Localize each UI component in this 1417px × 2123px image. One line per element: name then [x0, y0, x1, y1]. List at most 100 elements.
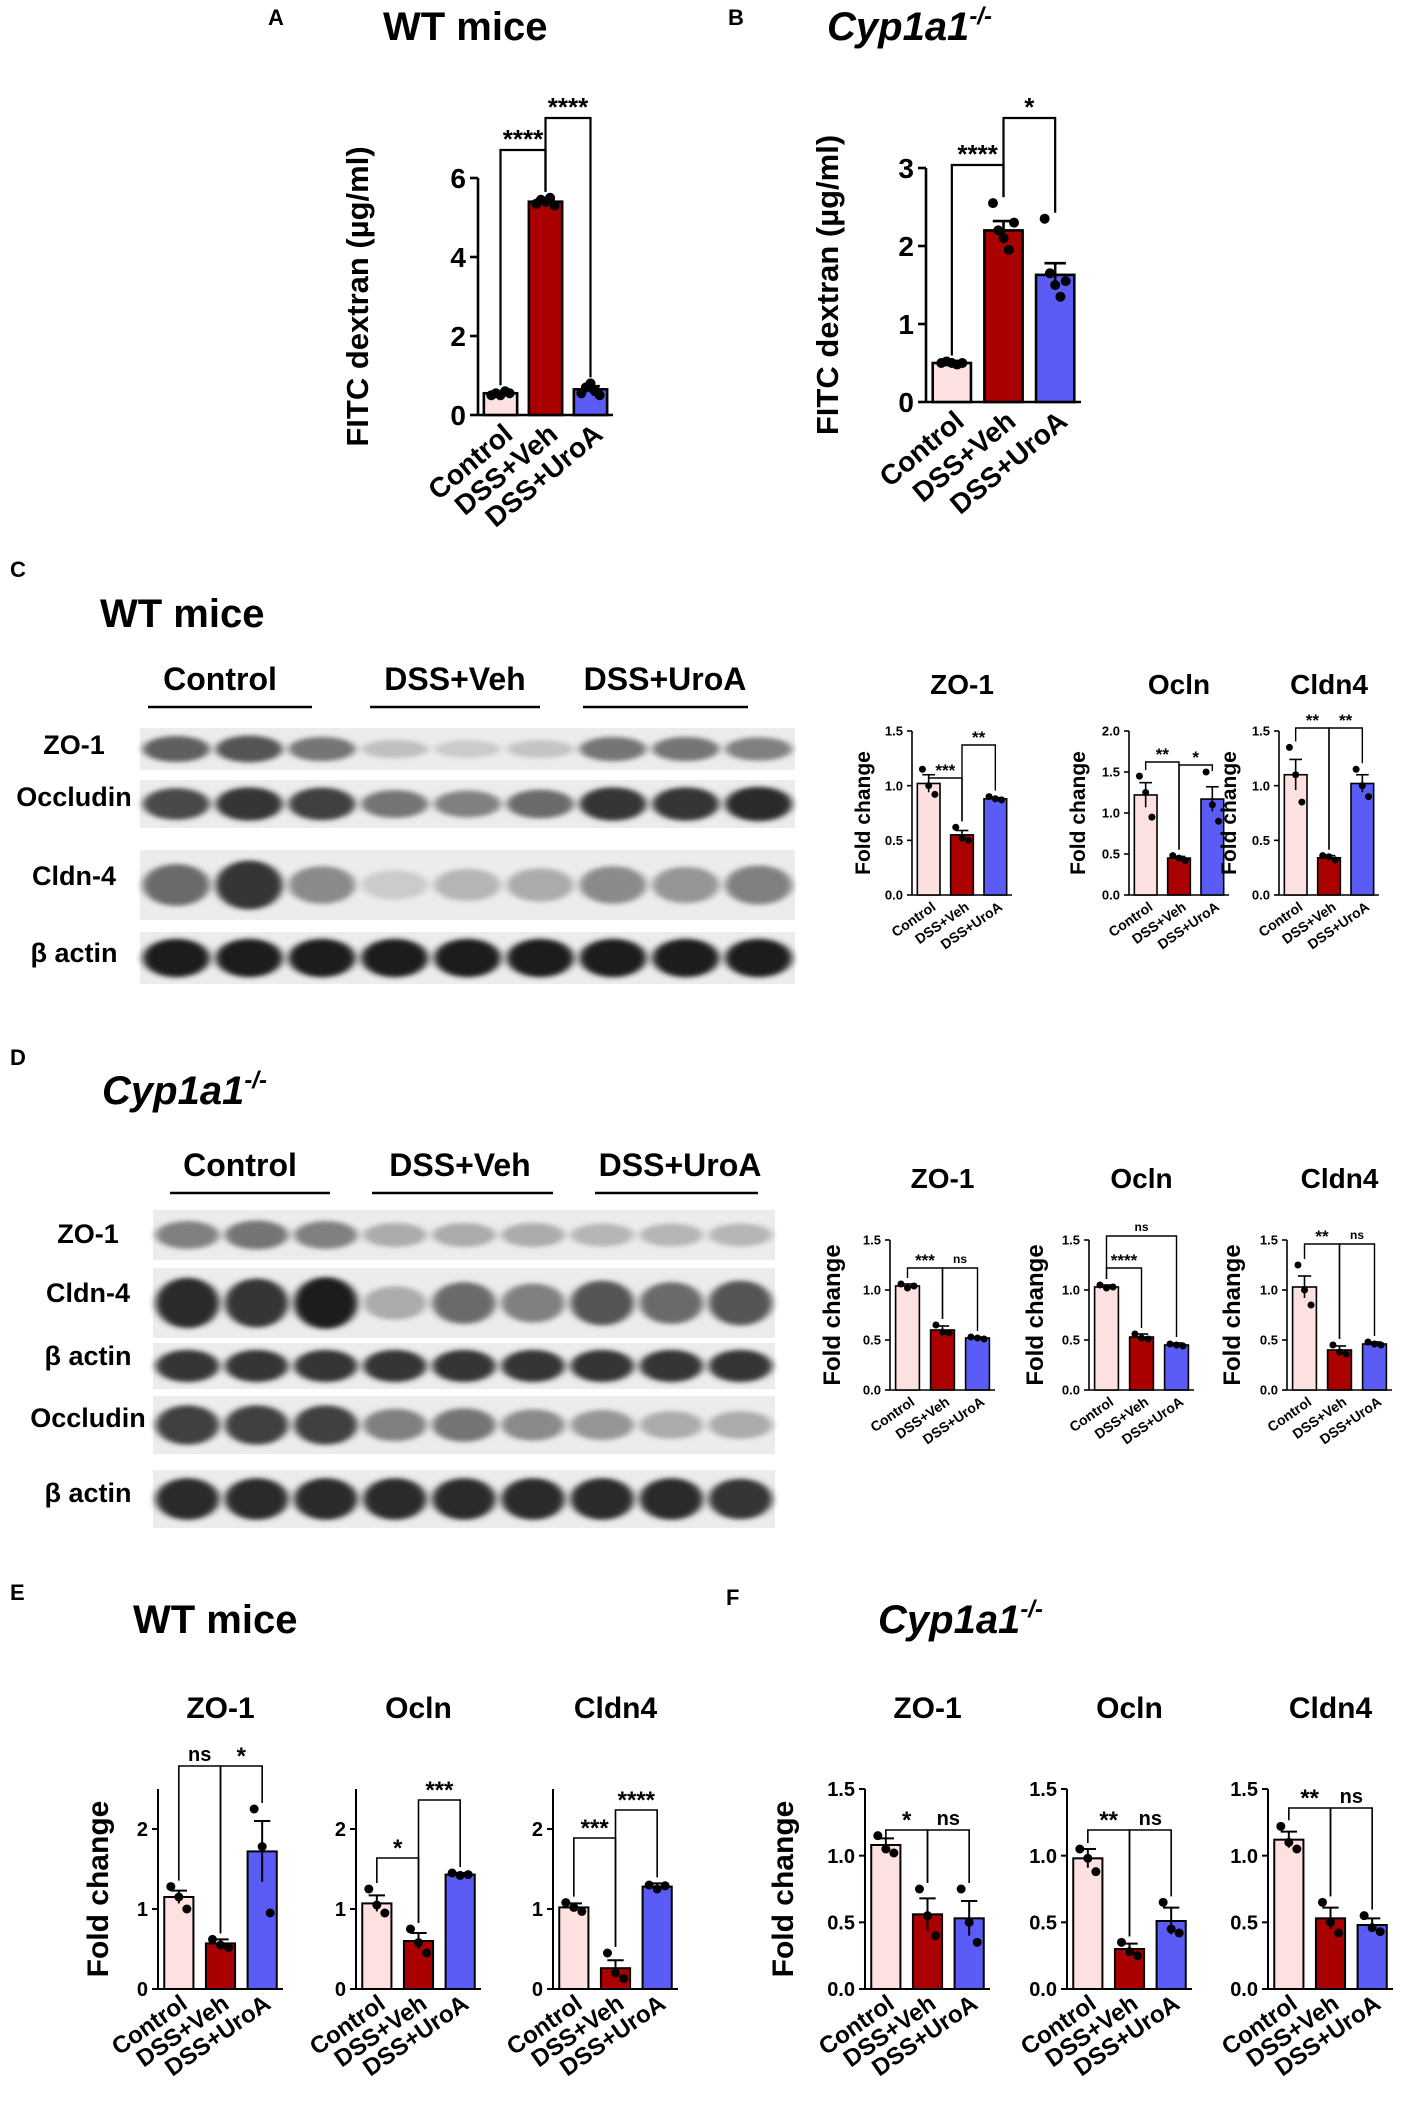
y-tick-label: 1.0 [1102, 806, 1120, 821]
bar-DSS+UroA [1361, 1343, 1388, 1391]
panel-title-superscript: -/- [244, 1067, 267, 1094]
significance-label: ns [1139, 1808, 1162, 1830]
data-point [1331, 856, 1339, 864]
blot-band [579, 938, 647, 978]
blot-band-label-Occludin: Occludin [16, 782, 132, 812]
blot-group-label-Control: Control [163, 661, 277, 697]
data-point [1060, 276, 1071, 287]
blot-band [215, 938, 283, 978]
bar-Control [1072, 1857, 1104, 1991]
chart-title: Cldn4 [1301, 1163, 1379, 1194]
blot-band [224, 1478, 289, 1520]
y-axis-label: Fold change [767, 1801, 800, 1978]
data-point [1319, 852, 1327, 860]
data-point [931, 790, 939, 798]
y-axis-label: FITC dextran (µg/ml) [340, 146, 375, 446]
y-tick-label: 0.5 [863, 1333, 881, 1348]
panel-title-superscript: -/- [1020, 1596, 1043, 1623]
data-point [1215, 817, 1223, 825]
significance-label: **** [503, 124, 544, 154]
data-point [1050, 280, 1061, 290]
data-point [1336, 1348, 1343, 1356]
data-point [1142, 789, 1150, 796]
blot-band [361, 790, 429, 818]
data-point [945, 1329, 953, 1337]
data-point [1179, 1342, 1187, 1350]
panel-letter-D: D [10, 1045, 26, 1070]
data-point [1364, 1338, 1372, 1346]
blot-band [570, 1223, 635, 1247]
y-tick-label: 1 [532, 1899, 543, 1921]
y-axis-label: Fold change [1022, 1244, 1049, 1385]
blot-band [142, 864, 210, 906]
blot-band [579, 866, 647, 904]
data-point [1166, 1924, 1176, 1934]
data-point [910, 1282, 918, 1290]
blot-band [652, 736, 720, 762]
data-point [1294, 1261, 1302, 1269]
blot-band [288, 938, 356, 978]
data-point [1091, 1867, 1101, 1877]
blot-band [215, 787, 283, 821]
panel-title-text: WT mice [100, 592, 264, 636]
data-point [1173, 1341, 1180, 1349]
blot-band [432, 1349, 496, 1383]
data-point [569, 1902, 579, 1912]
data-point [932, 1321, 940, 1329]
y-tick-label: 0.0 [1029, 1979, 1057, 2001]
panel-letter-F: F [726, 1585, 739, 1610]
blot-band [155, 1405, 220, 1445]
bar-DSS+Veh [983, 229, 1024, 404]
data-point [993, 225, 1004, 236]
significance-label: * [1192, 748, 1199, 767]
blot-band [501, 1478, 565, 1520]
significance-label: * [902, 1807, 912, 1834]
data-point [1326, 1917, 1335, 1927]
blot-band [224, 1349, 289, 1383]
significance-label: ** [972, 728, 986, 747]
chart-title: Ocln [1148, 669, 1210, 700]
y-tick-label: 0.5 [1062, 1333, 1080, 1348]
data-point [619, 1974, 629, 1984]
data-point [207, 1934, 217, 1944]
significance-label: **** [548, 92, 589, 122]
data-point [1329, 1341, 1337, 1349]
y-axis-label: Fold change [1218, 751, 1241, 875]
data-point [931, 1931, 941, 1941]
blot-band [363, 1286, 427, 1320]
blot-band [293, 1405, 358, 1445]
panel-title-F: Cyp1a1-/- [878, 1596, 1043, 1642]
bar-DSS+UroA [1034, 273, 1076, 404]
blot-band [506, 739, 574, 759]
blot-group-label-DSS+UroA: DSS+UroA [584, 661, 747, 697]
panel-letter-C: C [10, 557, 26, 582]
blot-band [142, 788, 210, 820]
blot-group-label-DSS+Veh: DSS+Veh [384, 661, 525, 697]
data-point [967, 1333, 975, 1341]
data-point [1075, 1844, 1085, 1854]
significance-label: **** [957, 139, 998, 169]
y-tick-label: 2 [898, 231, 914, 262]
bar-Control [1133, 794, 1158, 896]
blot-band [708, 1411, 773, 1439]
blot-band [363, 1478, 427, 1520]
significance-label: **** [1111, 1251, 1138, 1270]
data-point [964, 1917, 974, 1927]
data-point [897, 1280, 905, 1288]
data-point [957, 358, 968, 368]
data-point [1377, 1341, 1385, 1349]
blot-band [293, 1349, 358, 1383]
significance-bracket [1105, 1235, 1178, 1337]
blot-band [501, 1409, 565, 1441]
blot-band [361, 870, 429, 900]
blot-band [506, 868, 574, 902]
data-point [224, 1942, 234, 1952]
data-point [974, 1334, 981, 1342]
data-point [1055, 291, 1066, 302]
blot-band [434, 790, 501, 818]
significance-bracket [1328, 727, 1364, 850]
data-point [923, 1911, 932, 1921]
bar-DSS+Veh [1128, 1336, 1155, 1391]
blot-band [652, 787, 720, 821]
y-tick-label: 0 [450, 400, 466, 431]
